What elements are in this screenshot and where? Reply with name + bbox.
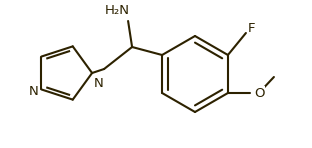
Text: N: N [29,85,38,98]
Text: H₂N: H₂N [105,4,130,17]
Text: N: N [94,77,104,90]
Text: N: N [94,77,104,90]
Text: O: O [254,86,264,99]
Text: N: N [29,85,38,98]
Text: F: F [248,21,256,34]
